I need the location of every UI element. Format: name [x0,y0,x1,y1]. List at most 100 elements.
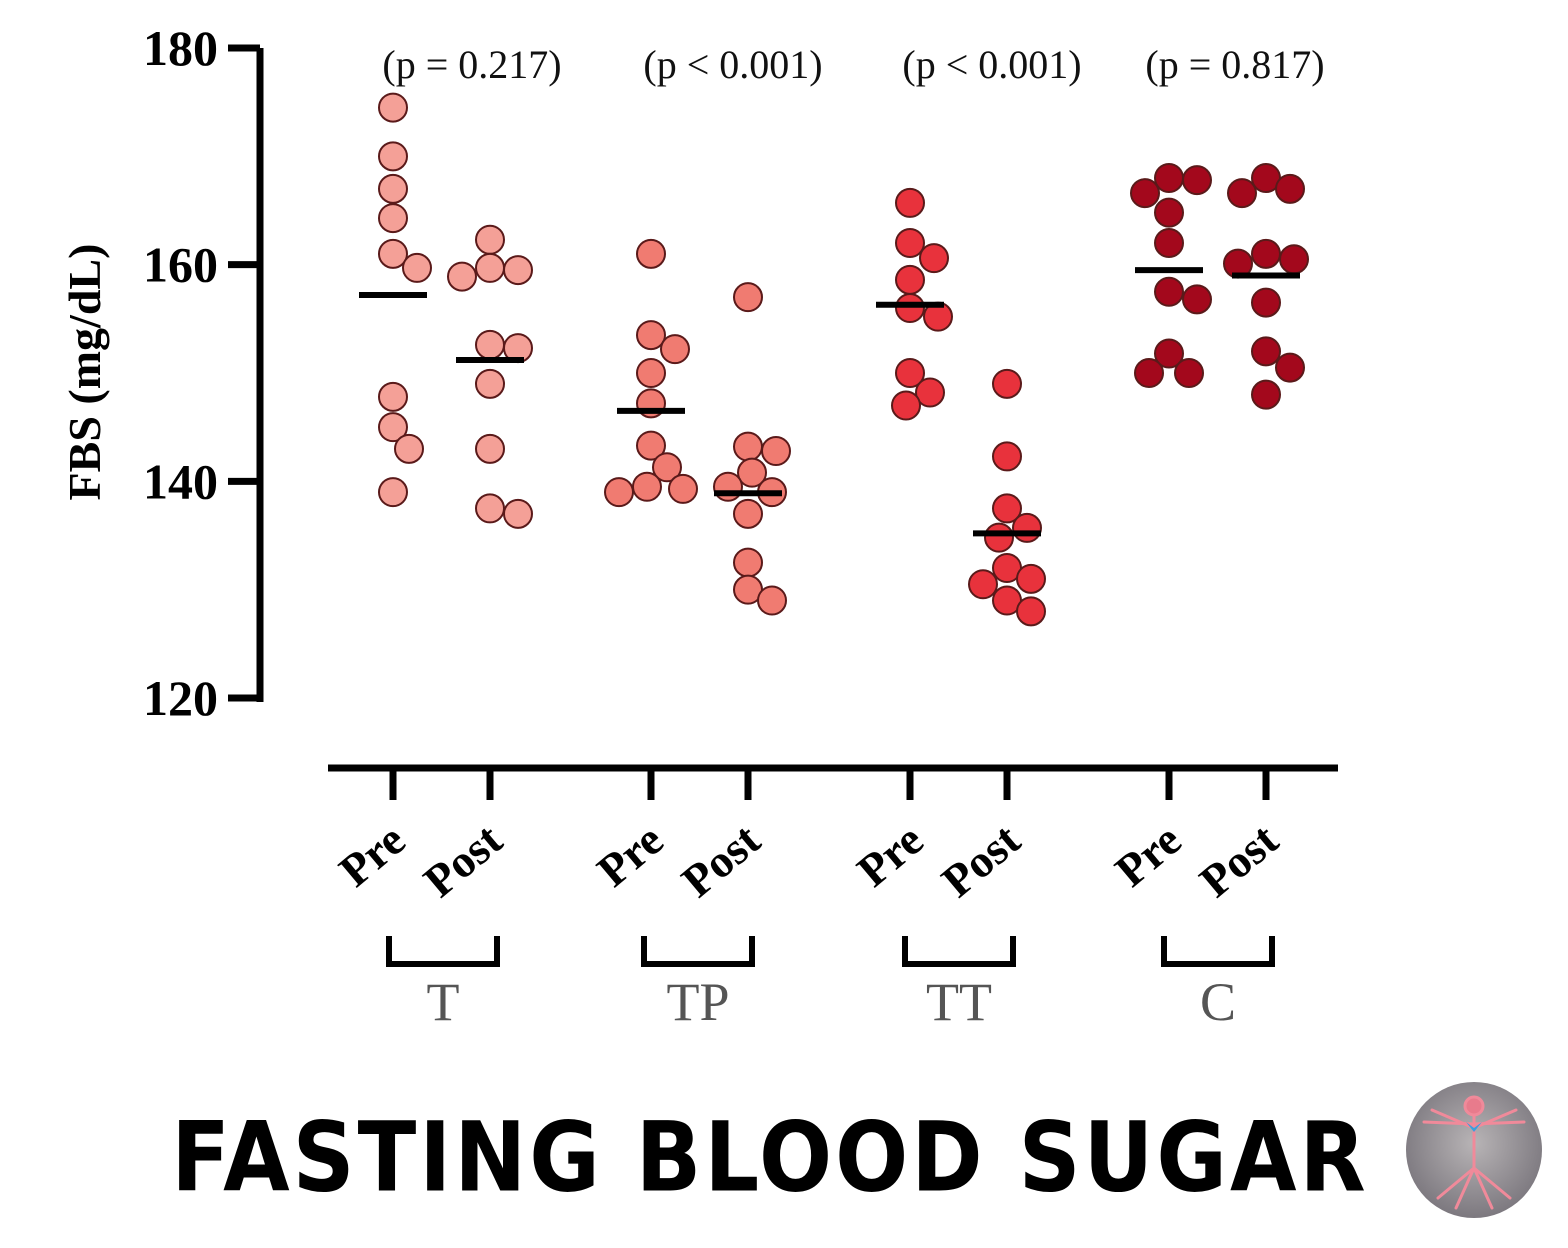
data-point-tp-pre-3 [636,358,666,388]
data-point-c-pre-0 [1154,163,1184,193]
data-point-tp-pre-9 [604,477,634,508]
data-point-t-pre-0 [378,92,408,123]
data-point-t-pre-6 [378,381,408,412]
data-point-t-pre-5 [402,252,432,283]
data-point-t-post-8 [475,493,505,524]
y-tick-label-180: 180 [143,20,218,76]
data-point-t-pre-1 [378,141,408,172]
data-point-tt-pre-7 [915,377,945,408]
y-axis-label: FBS (mg/dL) [59,244,110,501]
data-point-tp-post-9 [757,585,787,616]
data-point-c-post-4 [1279,244,1309,275]
data-point-t-pre-7 [378,412,408,443]
data-point-tt-post-0 [992,368,1022,399]
data-point-tt-pre-0 [895,187,925,218]
mean-lines [359,267,1300,537]
data-point-t-post-6 [475,368,505,399]
group-bracket-tt [902,936,1016,967]
data-point-tp-post-7 [733,547,763,578]
category-label-tp-pre: Pre [587,814,672,897]
data-point-c-post-1 [1275,173,1305,204]
data-point-c-pre-5 [1154,276,1184,307]
data-point-c-post-2 [1227,178,1257,209]
data-point-tt-post-4 [984,522,1014,553]
data-point-c-post-3 [1251,238,1281,269]
y-tick-label-140: 140 [143,453,218,509]
data-point-tp-post-6 [733,498,763,529]
data-point-tp-pre-8 [668,473,698,504]
pvalue-label-tp: (p < 0.001) [643,42,822,87]
data-point-tt-pre-6 [895,358,925,388]
data-point-t-pre-4 [378,238,408,269]
data-point-t-post-3 [447,261,477,292]
data-point-t-post-1 [475,252,505,283]
data-point-c-pre-4 [1154,228,1184,258]
data-point-tt-pre-1 [895,228,925,258]
category-label-tt-pre: Pre [847,814,932,897]
data-point-tt-pre-8 [891,390,921,421]
category-label-c-pre: Pre [1105,814,1190,897]
data-point-tt-post-2 [992,493,1022,524]
data-point-t-post-2 [503,255,533,286]
data-point-t-post-9 [503,498,533,529]
data-point-c-post-6 [1251,287,1281,318]
data-point-t-pre-3 [378,203,408,234]
data-point-tt-post-6 [1016,563,1046,594]
group-label-c: C [1200,972,1236,1032]
data-point-c-pre-8 [1174,358,1204,388]
data-point-c-pre-6 [1182,284,1212,315]
data-point-tp-pre-1 [636,320,666,351]
category-label-tt-post: Post [932,813,1030,907]
data-point-t-pre-9 [378,477,408,508]
category-label-c-post: Post [1190,813,1288,907]
data-point-c-pre-1 [1182,165,1212,196]
data-point-tp-post-0 [733,282,763,313]
page-title: FASTING BLOOD SUGAR [171,1102,1369,1214]
pvalue-label-c: (p = 0.817) [1145,42,1324,87]
pvalue-label-tt: (p < 0.001) [902,42,1081,87]
data-point-tp-post-3 [737,457,767,488]
data-point-tp-post-1 [733,431,763,462]
group-label-tt: TT [926,972,992,1032]
data-point-t-pre-2 [378,173,408,204]
data-point-c-post-9 [1251,379,1281,410]
group-bracket-c [1161,936,1275,967]
data-point-tp-post-4 [713,471,743,502]
data-point-t-pre-8 [394,433,424,464]
group-label-t: T [427,972,460,1032]
data-point-t-post-4 [475,329,505,360]
data-point-tt-pre-4 [895,293,925,323]
data-point-tt-post-9 [1016,596,1046,627]
group-bracket-tp [641,936,755,967]
data-point-c-post-8 [1275,352,1305,383]
data-point-tp-post-2 [761,436,791,466]
data-point-tt-post-1 [992,441,1022,472]
data-point-tt-pre-3 [895,264,925,295]
data-point-c-post-7 [1251,336,1281,367]
y-axis-ticks: 120 140 160 180 [143,20,260,726]
group-label-tp: TP [666,972,729,1032]
category-label-t-pre: Pre [329,814,414,897]
data-point-tp-pre-0 [636,238,666,269]
group-bracket-t [386,936,500,967]
vitruvian-logo-icon [1406,1082,1542,1218]
data-point-tp-pre-7 [632,471,662,502]
data-point-tt-pre-2 [919,243,949,274]
data-point-tt-post-3 [1012,512,1042,543]
category-label-tp-post: Post [672,813,770,907]
data-point-t-post-7 [475,433,505,464]
data-point-tp-pre-5 [636,430,666,461]
category-label-t-post: Post [414,813,512,907]
data-point-tp-pre-2 [660,334,690,365]
data-point-t-post-0 [475,224,505,255]
data-point-c-pre-2 [1130,178,1160,209]
y-tick-label-160: 160 [143,237,218,293]
data-point-c-pre-3 [1154,197,1184,228]
pvalue-label-t: (p = 0.217) [382,42,561,87]
data-point-tp-pre-6 [652,452,682,483]
data-point-c-pre-9 [1134,358,1164,388]
data-point-tt-post-7 [968,569,998,600]
category-axis-ticks [389,768,1270,800]
y-tick-label-120: 120 [143,670,218,726]
